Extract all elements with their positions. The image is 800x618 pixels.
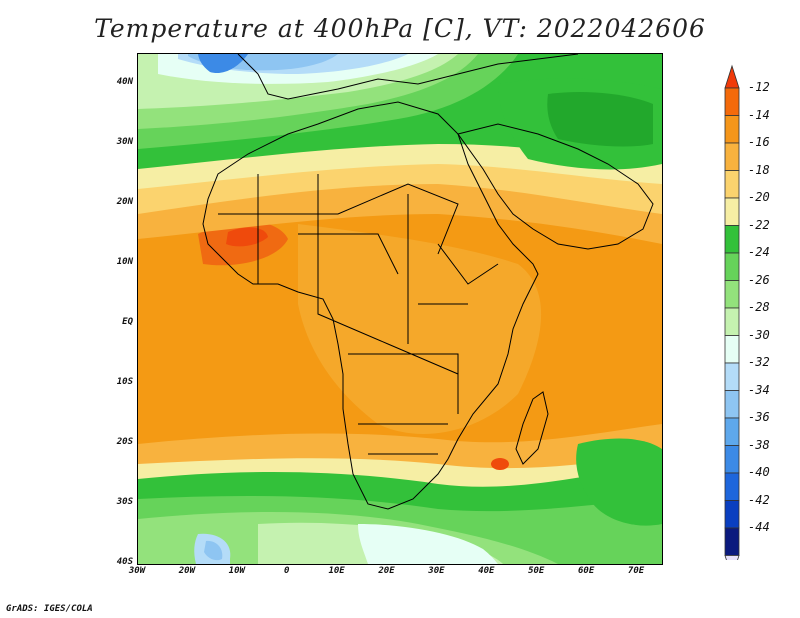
coastlines [202,54,654,510]
field-green-southeast [576,438,662,526]
colorbar-label: -28 [748,300,770,314]
colorbar-box [724,362,740,391]
colorbar-box [724,335,740,364]
colorbar-box [724,390,740,419]
colorbar-label: -34 [748,382,770,397]
colorbar-label: -26 [748,272,770,287]
colorbar-bottom-arrow [724,555,740,560]
madagascar-coastline [515,391,549,465]
colorbar-box [724,225,740,254]
lat-label: 20S [116,437,133,447]
lon-label: 30E [428,566,445,576]
credit-text: GrADS: IGES/COLA [6,604,93,614]
field-light-orange [298,224,542,434]
colorbar-label: -40 [748,465,770,479]
field-hot-madagascar [491,458,509,470]
colorbar-label: -32 [748,355,770,369]
lat-label: 10S [116,377,133,387]
lat-label: 30S [116,497,133,507]
lon-label: 0 [283,566,290,576]
colorbar-label: -38 [748,437,770,452]
colorbar-label: -20 [748,190,770,204]
map-canvas [138,54,662,564]
colorbar-label: -16 [748,135,770,149]
lon-label: 40E [478,566,495,576]
lat-label: 10N [116,257,133,267]
field-cyan-south [358,524,498,564]
border-10 [298,233,399,275]
border-1 [218,183,459,255]
colorbar-label: -18 [748,162,770,177]
colorbar-label: -14 [748,107,770,122]
border-3 [317,174,459,375]
arabia-coastline [457,123,654,250]
lat-label: 20N [116,197,133,207]
field-blue-south [204,540,223,561]
colorbar-box [724,170,740,199]
lon-label: 10W [228,566,245,576]
colorbar-box [724,472,740,501]
colorbar-label: -42 [748,492,770,507]
lat-label: 40N [116,77,133,87]
field-darkgreen-northeast [547,92,653,147]
colorbar-box [724,142,740,171]
lon-label: 50E [528,566,545,576]
border-8 [437,243,499,285]
colorbar-box [724,445,740,474]
colorbar-box [724,87,740,116]
colorbar-box [724,115,740,144]
lon-label: 60E [578,566,595,576]
lon-label: 20W [178,566,196,576]
colorbar-label: -24 [748,245,770,259]
europe-coastline [237,54,579,100]
colorbar-label: -36 [748,410,770,424]
lon-label: 70E [627,566,645,576]
colorbar-box [724,280,740,309]
colorbar-box [724,197,740,226]
lat-label: EQ [122,317,133,327]
field-deepblue-north [198,54,248,74]
lon-label: 10E [328,566,345,576]
lat-label: 40S [116,557,133,567]
colorbar-label: -44 [748,520,770,534]
colorbar-box [724,307,740,336]
border-5 [348,353,459,414]
temperature-map [137,53,663,565]
lon-label: 30W [128,566,146,576]
africa-coastline [202,101,539,510]
colorbar-box [724,417,740,446]
colorbar [724,64,740,560]
colorbar-box [724,252,740,281]
colorbar-box [724,527,740,556]
colorbar-top-arrow [724,64,740,89]
lat-label: 30N [116,137,133,147]
colorbar-label: -12 [748,80,770,94]
lon-label: 20E [378,566,395,576]
colorbar-label: -30 [748,327,770,342]
colorbar-label: -22 [748,217,770,232]
map-title: Temperature at 400hPa [C], VT: 202204260… [94,14,706,43]
colorbar-box [724,500,740,529]
